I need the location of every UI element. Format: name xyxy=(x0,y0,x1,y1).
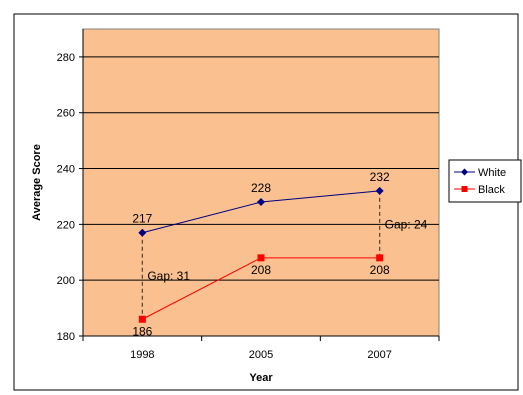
data-label-black: 186 xyxy=(132,324,152,338)
data-point-black xyxy=(138,315,146,323)
legend xyxy=(448,159,522,203)
x-tick-label: 2007 xyxy=(367,349,391,361)
y-tick-label: 260 xyxy=(57,108,75,120)
data-point-black xyxy=(376,254,384,262)
data-label-white: 232 xyxy=(370,170,390,184)
data-point-white xyxy=(257,198,265,207)
data-point-black xyxy=(257,254,265,262)
legend-marker-white xyxy=(461,168,468,176)
y-axis-title: Average Score xyxy=(31,144,43,221)
x-axis-title: Year xyxy=(249,372,273,384)
legend-label-white: White xyxy=(478,167,506,179)
y-tick-label: 220 xyxy=(57,219,75,231)
data-label-black: 208 xyxy=(370,263,390,277)
data-label-white: 217 xyxy=(132,212,152,226)
x-tick-label: 1998 xyxy=(130,349,154,361)
data-point-white xyxy=(375,186,384,195)
y-tick-label: 240 xyxy=(57,164,75,176)
legend-label-black: Black xyxy=(478,184,505,196)
data-point-white xyxy=(138,228,147,237)
legend-marker-black xyxy=(461,186,468,192)
y-tick-label: 180 xyxy=(57,331,75,343)
x-tick-label: 2005 xyxy=(249,349,273,361)
data-label-white: 228 xyxy=(251,181,271,195)
y-tick-label: 280 xyxy=(57,52,75,64)
y-tick-label: 200 xyxy=(57,275,75,287)
data-label-black: 208 xyxy=(251,263,271,277)
gap-annotation: Gap: 31 xyxy=(147,269,190,283)
gap-annotation: Gap: 24 xyxy=(385,217,428,231)
